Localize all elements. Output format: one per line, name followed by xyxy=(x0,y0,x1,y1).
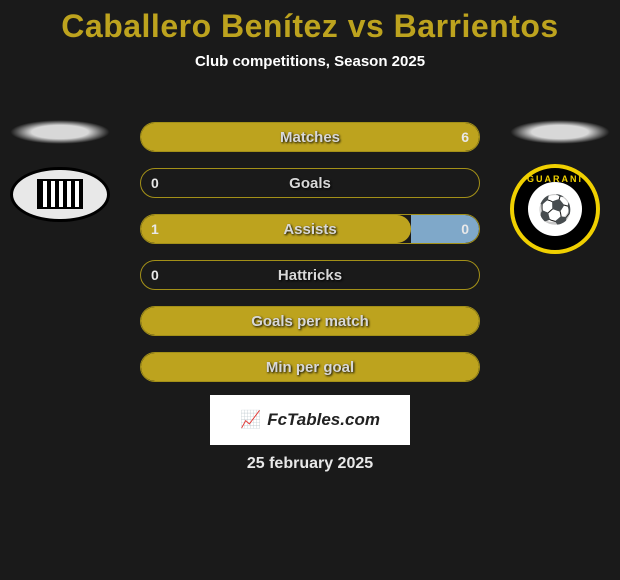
stat-bar: 0Hattricks xyxy=(140,260,480,290)
stat-bar: 0Goals xyxy=(140,168,480,198)
club-guarani-logo: GUARANI ⚽ xyxy=(510,164,600,254)
club-libertad-logo xyxy=(10,164,110,224)
stat-bar: 10Assists xyxy=(140,214,480,244)
subtitle: Club competitions, Season 2025 xyxy=(0,53,620,70)
bar-label: Hattricks xyxy=(141,267,479,284)
team-right: GUARANI ⚽ xyxy=(510,120,610,254)
ball-icon: ⚽ xyxy=(528,182,582,236)
source-badge: 📈 FcTables.com xyxy=(210,395,410,445)
bar-label: Goals per match xyxy=(141,313,479,330)
page-title: Caballero Benítez vs Barrientos xyxy=(0,0,620,45)
stat-bar: Goals per match xyxy=(140,306,480,336)
source-text: FcTables.com xyxy=(267,410,380,430)
shadow-ellipse-icon xyxy=(10,120,110,144)
stat-bar: 6Matches xyxy=(140,122,480,152)
team-left xyxy=(10,120,110,224)
bar-label: Min per goal xyxy=(141,359,479,376)
shadow-ellipse-icon xyxy=(510,120,610,144)
stat-bar: Min per goal xyxy=(140,352,480,382)
bar-label: Goals xyxy=(141,175,479,192)
chart-icon: 📈 xyxy=(240,410,261,430)
bar-label: Assists xyxy=(141,221,479,238)
stats-bars: 6Matches 0Goals 10Assists 0Hattricks Goals p… xyxy=(140,122,480,398)
date-text: 25 february 2025 xyxy=(0,455,620,473)
bar-label: Matches xyxy=(141,129,479,146)
guarani-arc-text: GUARANI xyxy=(527,174,583,184)
